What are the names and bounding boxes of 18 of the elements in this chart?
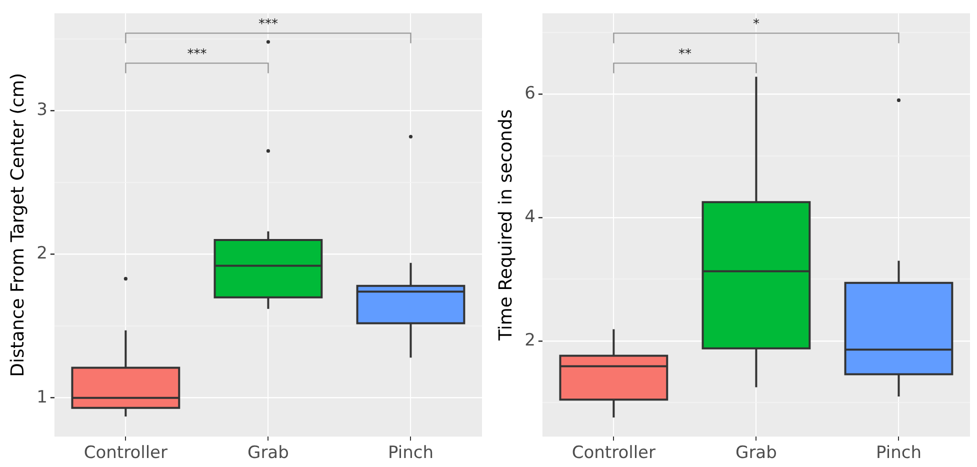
x-tick-label: Controller xyxy=(84,443,168,464)
annotation: *** xyxy=(258,17,278,32)
y-tick-label: 2 xyxy=(524,330,536,350)
y-tick-label: 1 xyxy=(36,387,48,408)
y-tick-label: 4 xyxy=(524,206,536,227)
x-tick-label: Grab xyxy=(248,443,289,464)
y-tick-label: 3 xyxy=(36,100,48,120)
x-tick-label: Pinch xyxy=(876,443,922,464)
annotation: *** xyxy=(187,47,208,62)
x-tick-label: Pinch xyxy=(388,443,434,464)
y-tick-label: 6 xyxy=(524,83,536,104)
y-axis-title: Distance From Target Center (cm) xyxy=(7,72,28,377)
y-tick-label: 2 xyxy=(36,244,48,264)
x-tick-label: Controller xyxy=(572,443,656,464)
annotation: * xyxy=(752,17,760,32)
annotation: ** xyxy=(678,47,692,62)
y-axis-title: Time Required in seconds xyxy=(495,109,516,342)
x-tick-label: Grab xyxy=(736,443,777,464)
